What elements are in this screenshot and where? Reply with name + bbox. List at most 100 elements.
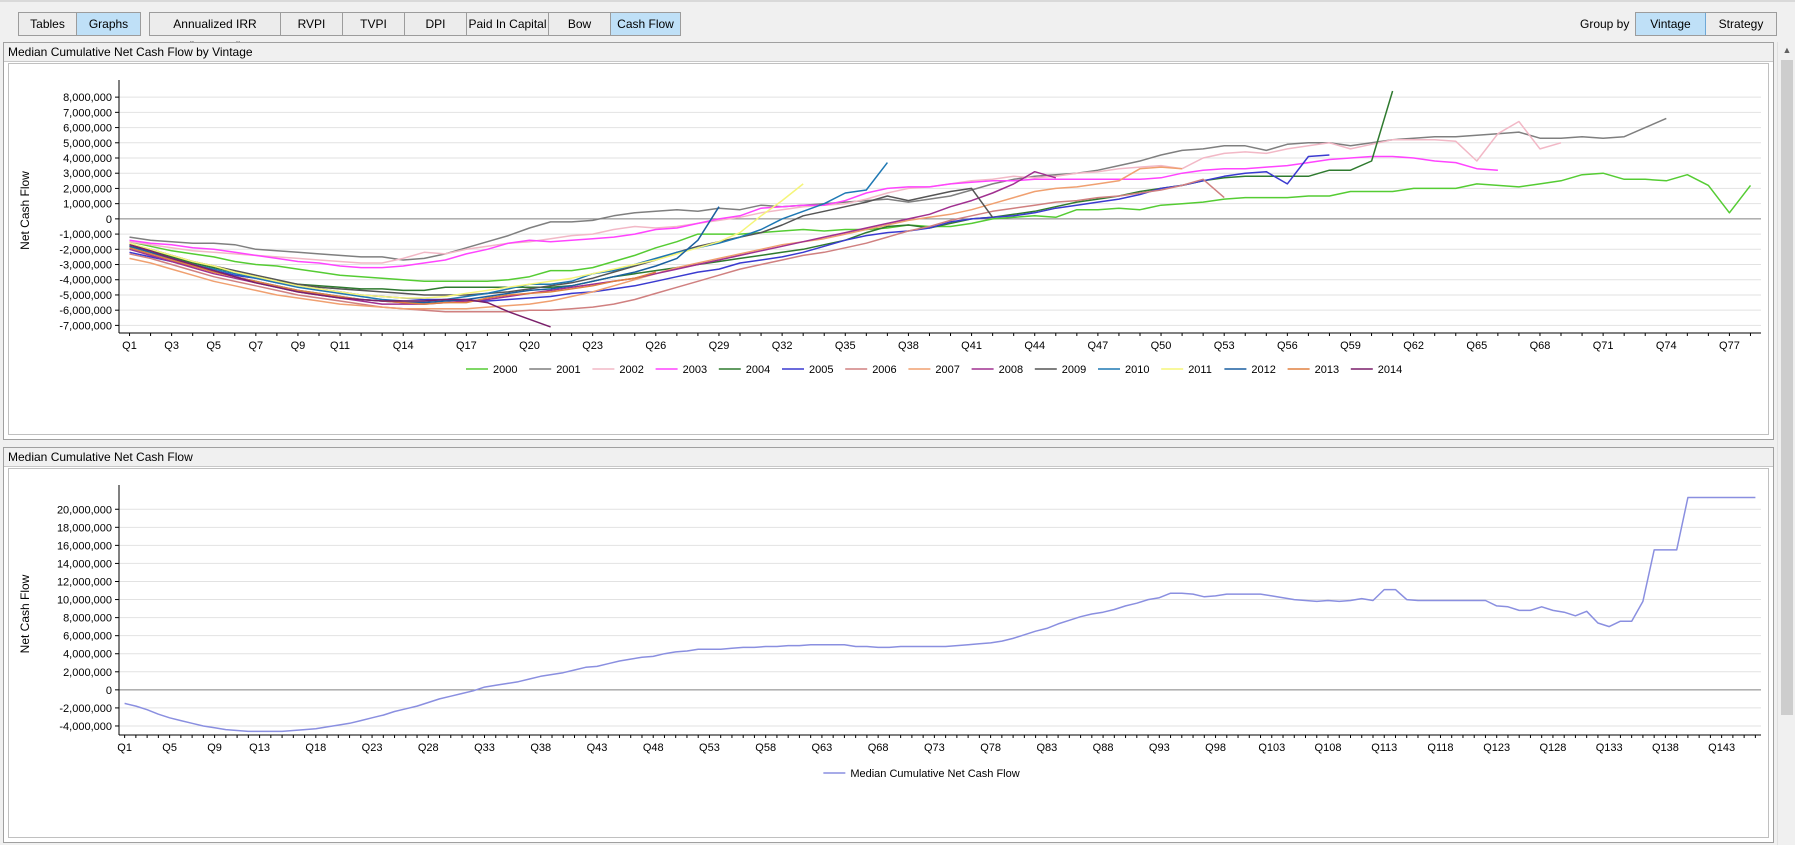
legend-label: 2003 (683, 364, 707, 376)
y-tick-label: -4,000,000 (59, 721, 112, 733)
y-tick-label: 5,000,000 (63, 138, 112, 150)
x-tick-label: Q53 (699, 742, 720, 754)
series-line-2011 (129, 183, 804, 299)
x-tick-label: Q5 (162, 742, 177, 754)
legend-label: 2006 (872, 364, 896, 376)
x-tick-label: Q68 (1530, 340, 1551, 352)
y-tick-label: 6,000,000 (63, 631, 112, 643)
x-tick-label: Q83 (1036, 742, 1057, 754)
y-tick-label: -7,000,000 (59, 320, 112, 332)
series-line-2000 (129, 172, 1752, 283)
x-tick-label: Q1 (117, 742, 132, 754)
legend-label: 2001 (556, 364, 580, 376)
y-tick-label: -2,000,000 (59, 244, 112, 256)
tab-tvpi[interactable]: TVPI (343, 13, 405, 35)
x-tick-label: Q68 (868, 742, 889, 754)
x-tick-label: Q3 (164, 340, 179, 352)
y-tick-label: 3,000,000 (63, 168, 112, 180)
y-tick-label: 16,000,000 (57, 540, 112, 552)
tab-annualized-irr[interactable]: Annualized IRR (imported) (150, 13, 281, 53)
x-tick-label: Q43 (587, 742, 608, 754)
x-tick-label: Q32 (772, 340, 793, 352)
x-tick-label: Q93 (1149, 742, 1170, 754)
x-tick-label: Q44 (1024, 340, 1045, 352)
y-tick-label: 7,000,000 (63, 107, 112, 119)
x-tick-label: Q143 (1708, 742, 1735, 754)
x-tick-label: Q128 (1539, 742, 1566, 754)
y-tick-label: -6,000,000 (59, 305, 112, 317)
legend-label: 2008 (999, 364, 1023, 376)
vertical-scrollbar[interactable]: ▲ (1777, 42, 1795, 845)
x-tick-label: Q103 (1258, 742, 1285, 754)
x-tick-label: Q41 (961, 340, 982, 352)
x-tick-label: Q53 (1214, 340, 1235, 352)
y-tick-label: 12,000,000 (57, 576, 112, 588)
legend-label: 2000 (493, 364, 517, 376)
series-line-2003 (129, 155, 1498, 269)
tab-graphs[interactable]: Graphs (77, 13, 140, 35)
x-tick-label: Q71 (1593, 340, 1614, 352)
group-by-strategy[interactable]: Strategy (1706, 13, 1776, 35)
x-tick-label: Q59 (1340, 340, 1361, 352)
x-tick-label: Q65 (1466, 340, 1487, 352)
x-tick-label: Q14 (393, 340, 414, 352)
x-tick-label: Q7 (248, 340, 263, 352)
scrollbar-thumb[interactable] (1781, 60, 1793, 715)
vintage-plot-frame: -7,000,000 -6,000,000 -5,000,000 -4,000,000… (8, 63, 1769, 435)
legend-label: 2009 (1062, 364, 1086, 376)
y-tick-label: 6,000,000 (63, 123, 112, 135)
x-tick-label: Q11 (330, 340, 350, 352)
group-by-vintage[interactable]: Vintage (1636, 13, 1706, 35)
series-line-2010 (129, 162, 888, 302)
x-tick-label: Q13 (249, 742, 270, 754)
x-tick-label: Q88 (1093, 742, 1114, 754)
x-tick-label: Q73 (924, 742, 945, 754)
y-tick-label: 4,000,000 (63, 649, 112, 661)
x-tick-label: Q48 (643, 742, 664, 754)
y-tick-label: 4,000,000 (63, 153, 112, 165)
series-line-2005 (129, 154, 1330, 302)
y-tick-label: -5,000,000 (59, 290, 112, 302)
y-axis-label: Net Cash Flow (18, 574, 32, 653)
x-tick-label: Q108 (1315, 742, 1342, 754)
series-line-2001 (129, 117, 1667, 261)
scroll-up-icon[interactable]: ▲ (1782, 45, 1792, 55)
tab-paid-in-capital[interactable]: Paid In Capital (467, 13, 549, 35)
y-tick-label: 8,000,000 (63, 613, 112, 625)
y-tick-label: 1,000,000 (63, 199, 112, 211)
x-tick-label: Q123 (1483, 742, 1510, 754)
x-tick-label: Q58 (755, 742, 776, 754)
x-tick-label: Q38 (530, 742, 551, 754)
series-line-2006 (129, 178, 1225, 313)
tab-dpi[interactable]: DPI (405, 13, 467, 35)
x-tick-label: Q78 (980, 742, 1001, 754)
series-line-2012 (129, 206, 720, 304)
tab-bow[interactable]: Bow (549, 13, 611, 35)
x-tick-label: Q35 (835, 340, 856, 352)
vintage-chart-title: Median Cumulative Net Cash Flow by Vinta… (4, 43, 1773, 62)
series-line-2014 (129, 243, 551, 328)
x-tick-label: Q38 (898, 340, 919, 352)
tab-cash-flow[interactable]: Cash Flow (611, 13, 680, 35)
series-line-2002 (129, 120, 1562, 264)
y-tick-label: 14,000,000 (57, 558, 112, 570)
legend-label: 2010 (1125, 364, 1149, 376)
x-tick-label: Q1 (122, 340, 137, 352)
x-tick-label: Q9 (291, 340, 306, 352)
median-plot-frame: -4,000,000 -2,000,000 0 2,000,000 4,000,000 6… (8, 468, 1769, 838)
x-tick-label: Q20 (519, 340, 540, 352)
x-tick-label: Q62 (1403, 340, 1424, 352)
group-by-options: Vintage Strategy (1635, 12, 1777, 36)
series-line-2013 (129, 247, 657, 305)
x-tick-label: Q23 (582, 340, 603, 352)
legend-label: 2012 (1251, 364, 1275, 376)
x-tick-label: Q9 (207, 742, 222, 754)
tab-tables[interactable]: Tables (19, 13, 77, 35)
group-by-label: Group by (1580, 17, 1630, 31)
x-tick-label: Q33 (474, 742, 495, 754)
tab-rvpi[interactable]: RVPI (281, 13, 343, 35)
vintage-line-chart: -7,000,000 -6,000,000 -5,000,000 -4,000,000… (18, 80, 1761, 376)
legend-label: 2002 (619, 364, 643, 376)
vintage-chart-panel: Median Cumulative Net Cash Flow by Vinta… (3, 42, 1774, 440)
x-tick-label: Q138 (1652, 742, 1679, 754)
